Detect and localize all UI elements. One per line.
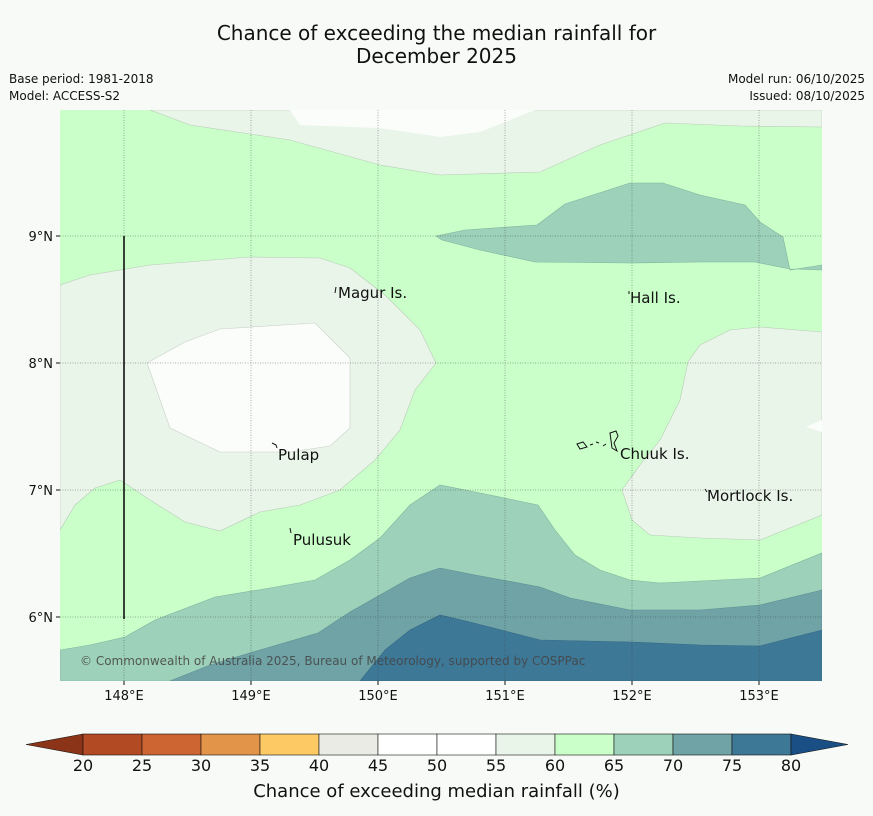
meta-right: Model run: 06/10/2025 Issued: 08/10/2025 — [728, 71, 865, 105]
colorbar-tick-60: 60 — [544, 756, 566, 775]
label-hall: Hall Is. — [630, 289, 681, 307]
colorbar-tick-30: 30 — [190, 756, 212, 775]
island-chuuk-5 — [609, 430, 619, 453]
colorbar-bin-40-45 — [318, 733, 379, 756]
colorbar — [25, 733, 849, 756]
colorbar-tick-80: 80 — [780, 756, 802, 775]
label-pulap: Pulap — [278, 446, 319, 464]
colorbar-bin-20-25 — [82, 733, 143, 756]
island-magur — [334, 286, 337, 294]
island-pulusuk — [289, 527, 292, 534]
lat-tick-marks — [56, 235, 60, 618]
band-55-60-right — [621, 326, 822, 541]
map-title: Chance of exceeding the median rainfall … — [0, 22, 873, 68]
lon-label-151: 151°E — [485, 689, 525, 704]
base-period: Base period: 1981-2018 — [9, 72, 154, 86]
island-mortlock — [704, 488, 708, 493]
lat-label-8: 8°N — [29, 357, 54, 372]
lon-label-149: 149°E — [231, 689, 271, 704]
band-50-55-left — [146, 322, 351, 453]
lon-label-152: 152°E — [612, 689, 652, 704]
band-55-60-top — [149, 110, 822, 176]
colorbar-bin-35-40 — [259, 733, 320, 756]
colorbar-bin-70-75 — [672, 733, 733, 756]
model-name: Model: ACCESS-S2 — [9, 89, 121, 103]
lon-label-150: 150°E — [358, 689, 398, 704]
colorbar-bin-60-65 — [554, 733, 615, 756]
colorbar-tick-35: 35 — [249, 756, 271, 775]
label-magur: Magur Is. — [338, 284, 407, 302]
meta-left: Base period: 1981-2018 Model: ACCESS-S2 — [9, 71, 154, 105]
colorbar-under-arrow — [25, 733, 84, 756]
model-run: Model run: 06/10/2025 — [727, 72, 865, 86]
label-chuuk: Chuuk Is. — [620, 445, 689, 463]
colorbar-bin-50-55 — [436, 733, 497, 756]
lat-label-6: 6°N — [29, 611, 54, 626]
colorbar-tick-25: 25 — [131, 756, 153, 775]
rainfall-field — [60, 110, 822, 681]
islands — [271, 286, 708, 534]
colorbar-tick-55: 55 — [485, 756, 507, 775]
island-pulap — [271, 442, 278, 449]
title-line-2: December 2025 — [356, 44, 517, 68]
label-pulusuk: Pulusuk — [293, 531, 351, 549]
colorbar-bin-75-80 — [731, 733, 792, 756]
colorbar-title: Chance of exceeding median rainfall (%) — [253, 781, 620, 802]
band-50-55-top — [290, 110, 535, 137]
place-labels: Magur Is. Hall Is. Pulap Chuuk Is. Mortl… — [278, 284, 793, 549]
island-chuuk-3 — [595, 441, 600, 444]
colorbar-bin-55-60 — [495, 733, 556, 756]
lat-tick-labels: 9°N 8°N 7°N 6°N — [29, 230, 54, 626]
colorbar-tick-75: 75 — [721, 756, 743, 775]
colorbar-tick-40: 40 — [308, 756, 330, 775]
island-chuuk-1 — [576, 441, 588, 450]
colorbar-tick-70: 70 — [662, 756, 684, 775]
island-chuuk-4 — [602, 443, 607, 447]
lon-tick-labels: 148°E 149°E 150°E 151°E 152°E 153°E — [104, 689, 779, 704]
lon-label-148: 148°E — [104, 689, 144, 704]
island-chuuk-2 — [589, 443, 594, 446]
band-75-80-bottom — [359, 614, 822, 681]
copyright-text: © Commonwealth of Australia 2025, Bureau… — [80, 654, 585, 668]
colorbar-bin-65-70 — [613, 733, 674, 756]
colorbar-tick-45: 45 — [367, 756, 389, 775]
band-65-70-upper — [435, 182, 822, 271]
colorbar-bin-30-35 — [200, 733, 261, 756]
colorbar-bin-25-30 — [141, 733, 202, 756]
colorbar-bin-45-50 — [377, 733, 438, 756]
lat-label-7: 7°N — [29, 484, 54, 499]
title-line-1: Chance of exceeding the median rainfall … — [216, 21, 657, 45]
colorbar-over-arrow — [790, 733, 849, 756]
band-50-55-right — [806, 420, 822, 432]
colorbar-tick-20: 20 — [72, 756, 94, 775]
lon-label-153: 153°E — [739, 689, 779, 704]
issued-date: Issued: 08/10/2025 — [749, 89, 865, 103]
lon-tick-marks — [123, 681, 760, 685]
colorbar-tick-65: 65 — [603, 756, 625, 775]
lat-label-9: 9°N — [29, 230, 54, 245]
colorbar-tick-50: 50 — [426, 756, 448, 775]
label-mortlock: Mortlock Is. — [707, 487, 793, 505]
